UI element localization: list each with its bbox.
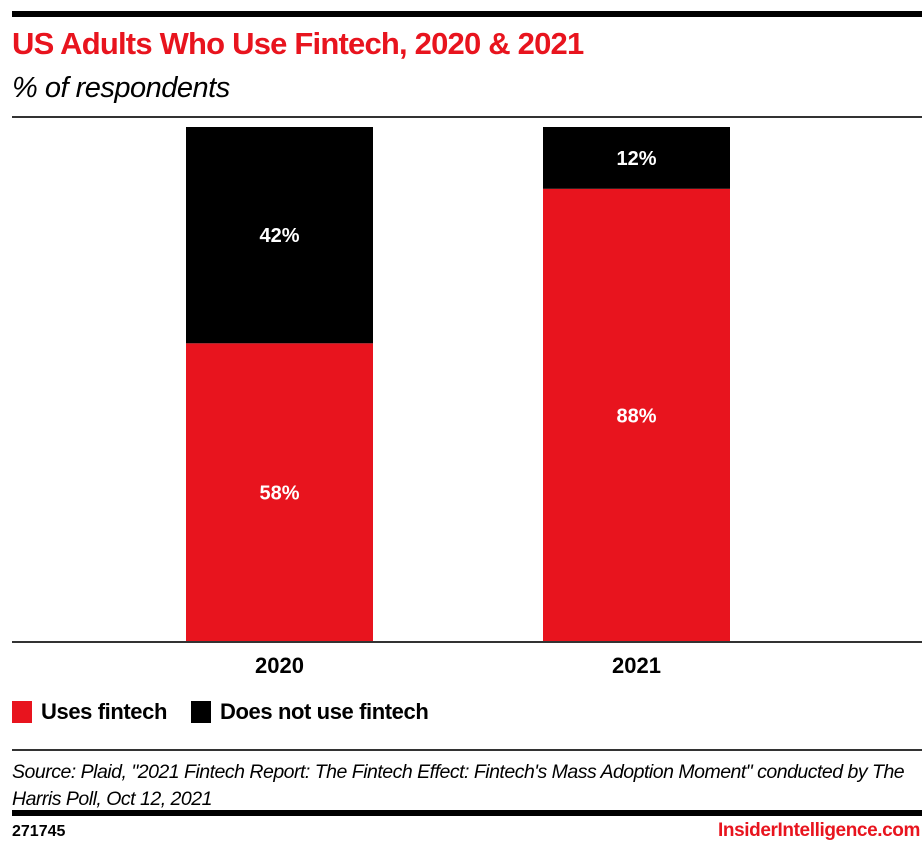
legend-swatch-does-not-use-fintech (191, 701, 212, 723)
legend-label: Uses fintech (41, 699, 168, 724)
footer-rule (12, 810, 922, 816)
brand-link[interactable]: InsiderIntelligence.com (718, 820, 920, 841)
top-rule (12, 11, 922, 17)
bar-2021-uses-fintech (543, 188, 730, 643)
legend-label: Does not use fintech (220, 699, 429, 724)
bar-2021-does-not-use-fintech (543, 127, 730, 189)
legend-item-uses-fintech: Uses fintech (12, 699, 167, 725)
data-label: 58% (259, 483, 299, 505)
chart-id: 271745 (12, 823, 66, 840)
data-label: 42% (259, 225, 299, 247)
bar-2020-does-not-use-fintech (186, 127, 373, 344)
data-label: 88% (616, 405, 656, 427)
legend: Uses fintech Does not use fintech (12, 699, 452, 725)
source-divider (12, 749, 922, 751)
header-divider (12, 116, 922, 118)
source-note: Source: Plaid, "2021 Fintech Report: The… (12, 761, 905, 810)
legend-swatch-uses-fintech (12, 701, 32, 723)
bar-2020-uses-fintech (186, 343, 373, 642)
x-tick-label: 2020 (255, 653, 304, 678)
legend-item-does-not-use-fintech: Does not use fintech (191, 699, 429, 725)
x-ticks-group: 2020 2021 (255, 653, 661, 678)
chart-subtitle: % of respondents (12, 72, 230, 104)
data-label: 12% (616, 148, 656, 170)
stacked-bar-chart: 58% 42% 88% 12% 2020 2021 (12, 127, 922, 678)
bars-group: 58% 42% 88% 12% (186, 127, 730, 643)
chart-title: US Adults Who Use Fintech, 2020 & 2021 (12, 26, 584, 61)
x-tick-label: 2021 (612, 653, 661, 678)
